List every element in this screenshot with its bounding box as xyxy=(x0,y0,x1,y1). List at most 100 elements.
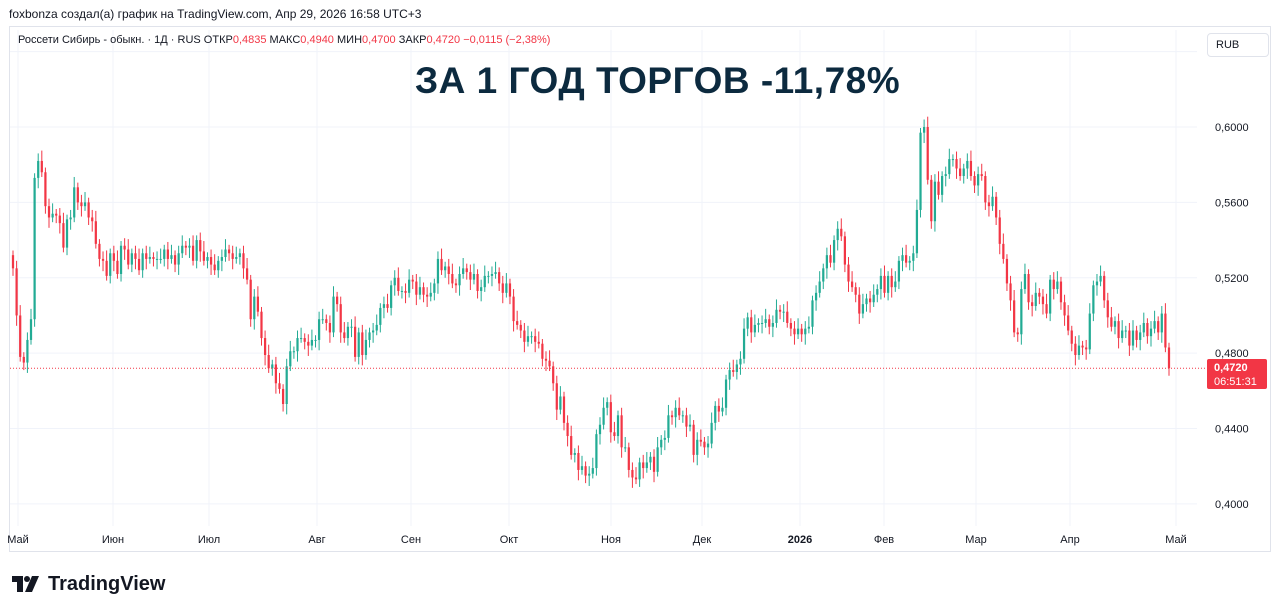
candle xyxy=(397,267,400,296)
candle xyxy=(37,153,40,189)
candle xyxy=(1092,280,1095,322)
legend-open-value: 0,4835 xyxy=(232,34,267,46)
candle xyxy=(145,245,148,270)
candle xyxy=(879,268,883,300)
candle xyxy=(51,203,54,223)
candle xyxy=(706,436,710,458)
candle xyxy=(94,210,97,249)
candle xyxy=(796,318,800,340)
x-tick-label: Сен xyxy=(401,534,421,546)
candle xyxy=(638,457,641,487)
candle xyxy=(933,174,937,232)
candle xyxy=(573,448,576,463)
candle xyxy=(919,127,922,218)
candle xyxy=(861,293,865,319)
candle xyxy=(195,235,198,269)
candle xyxy=(634,467,638,485)
candle xyxy=(768,314,771,335)
candle xyxy=(274,356,278,394)
tradingview-brand[interactable]: TradingView xyxy=(12,572,165,596)
currency-button[interactable]: RUB xyxy=(1207,33,1269,57)
candle xyxy=(883,265,886,298)
candle xyxy=(753,314,756,338)
candle xyxy=(966,153,969,179)
candle xyxy=(742,318,746,364)
candle xyxy=(804,321,807,345)
x-tick-label: Дек xyxy=(693,534,712,546)
candle xyxy=(105,250,108,281)
candle xyxy=(253,289,256,330)
candle xyxy=(137,248,141,275)
candle xyxy=(710,412,713,449)
last-price-label-bg xyxy=(1207,359,1267,389)
candle xyxy=(613,421,616,441)
candle xyxy=(735,359,738,380)
candle xyxy=(714,401,717,431)
x-tick-label: Июл xyxy=(198,534,220,546)
candle xyxy=(343,322,346,343)
candle xyxy=(505,273,508,298)
candle xyxy=(948,148,951,179)
candle xyxy=(191,235,195,266)
candle xyxy=(656,436,659,477)
candle xyxy=(364,329,368,360)
candle xyxy=(915,199,919,258)
candle xyxy=(886,271,890,301)
candle xyxy=(408,269,411,298)
candle xyxy=(822,263,825,290)
candle xyxy=(433,278,436,301)
candle xyxy=(357,327,360,365)
candle xyxy=(390,280,393,316)
candle xyxy=(447,258,450,285)
candle xyxy=(825,247,828,279)
candle xyxy=(904,244,908,268)
candle xyxy=(483,265,486,292)
candle xyxy=(281,384,285,412)
candle xyxy=(696,432,699,466)
candle xyxy=(1117,313,1120,349)
candle xyxy=(1081,340,1084,356)
legend-low-label: МИН xyxy=(337,34,363,46)
candle xyxy=(991,186,994,211)
candle xyxy=(73,176,76,223)
candle xyxy=(1013,290,1016,338)
candle xyxy=(678,397,681,421)
candle xyxy=(299,327,303,343)
candle xyxy=(1124,325,1127,339)
candle xyxy=(332,286,335,338)
price-axis: 0,40000,44000,48000,52000,56000,60000,64… xyxy=(1215,47,1249,511)
candle xyxy=(530,331,533,344)
candle xyxy=(811,295,814,335)
candle xyxy=(1056,271,1059,294)
y-tick-label: 0,5600 xyxy=(1215,197,1249,209)
candle xyxy=(65,214,69,256)
candle xyxy=(141,248,144,278)
candle xyxy=(476,269,479,299)
candle xyxy=(368,327,371,348)
candle xyxy=(926,116,929,185)
candle xyxy=(335,291,339,312)
candle xyxy=(559,386,562,415)
chart-frame xyxy=(9,26,1271,552)
chart-attribution: foxbonza создал(а) график на TradingView… xyxy=(9,7,422,21)
candle xyxy=(116,250,119,279)
legend-close-value: 0,4720 xyxy=(426,34,461,46)
candle xyxy=(876,284,879,303)
candle xyxy=(1009,275,1012,311)
candle xyxy=(123,238,126,260)
candle xyxy=(894,271,897,292)
candle xyxy=(674,400,677,428)
candle xyxy=(922,119,926,144)
legend-change: −0,0115 (−2,38%) xyxy=(463,34,551,46)
candle xyxy=(724,374,728,416)
candle xyxy=(728,362,731,390)
candle xyxy=(537,331,540,349)
candle xyxy=(1088,303,1091,355)
candle xyxy=(296,330,299,362)
x-tick-label: Ноя xyxy=(601,534,621,546)
candle xyxy=(206,252,209,269)
candle xyxy=(119,241,123,282)
last-price-countdown: 06:51:31 xyxy=(1214,376,1257,388)
candle xyxy=(897,256,901,290)
